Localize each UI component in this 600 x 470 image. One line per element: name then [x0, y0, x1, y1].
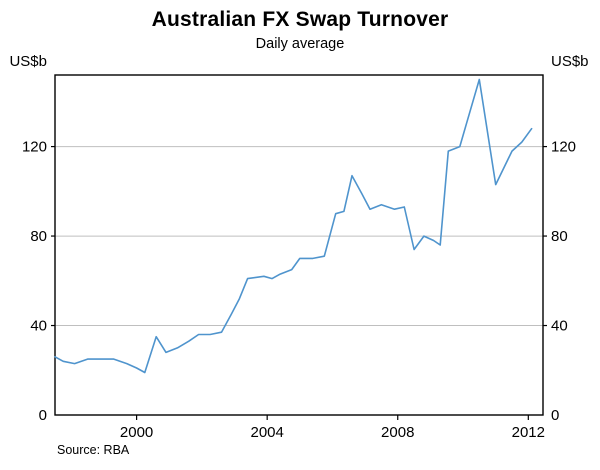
y-tick-label-right: 40	[551, 318, 568, 335]
fx-swap-turnover-line	[54, 78, 533, 374]
y-tick-label-left: 120	[22, 139, 47, 156]
y-tick-label-left: 80	[30, 228, 47, 245]
x-tick-label: 2000	[120, 424, 153, 441]
x-tick-label: 2012	[512, 424, 545, 441]
y-tick-label-left: 0	[39, 407, 47, 424]
plot-border	[54, 74, 544, 416]
chart-title: Australian FX Swap Turnover	[151, 8, 449, 31]
y-tick-label-right: 120	[551, 139, 576, 156]
axis-unit-right: US$b	[551, 53, 589, 70]
x-tick-label: 2004	[250, 424, 283, 441]
source-note: Source: RBA	[57, 443, 130, 457]
y-tick-label-left: 40	[30, 318, 47, 335]
y-tick-label-right: 80	[551, 228, 568, 245]
axis-unit-left: US$b	[9, 53, 47, 70]
y-tick-label-right: 0	[551, 407, 559, 424]
chart-subtitle: Daily average	[255, 36, 345, 52]
x-tick-label: 2008	[381, 424, 414, 441]
